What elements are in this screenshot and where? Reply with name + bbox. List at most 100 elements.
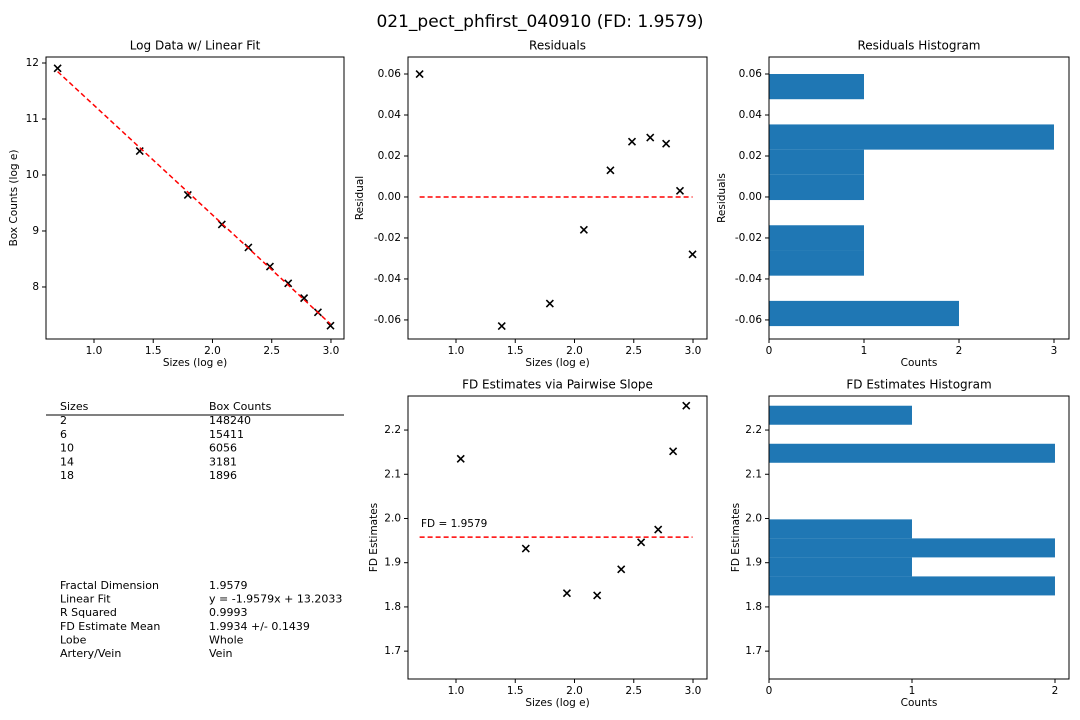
y-tick-label: 2.1 bbox=[745, 468, 762, 480]
histogram-bar bbox=[769, 174, 864, 201]
data-point bbox=[415, 69, 424, 79]
x-axis-label: Counts bbox=[901, 357, 938, 369]
plot-frame bbox=[407, 56, 708, 340]
y-tick-label: 1.8 bbox=[745, 601, 762, 613]
y-tick-label: 0.02 bbox=[378, 150, 401, 162]
summary-value: 0.9993 bbox=[209, 606, 248, 619]
y-tick-label: 0.06 bbox=[739, 68, 763, 80]
data-point bbox=[662, 139, 671, 148]
y-tick-label: 1.7 bbox=[384, 645, 401, 657]
data-point bbox=[53, 64, 62, 73]
y-tick-label: -0.06 bbox=[735, 314, 762, 326]
fit-line bbox=[57, 71, 332, 325]
data-point bbox=[497, 322, 506, 331]
data-point bbox=[606, 166, 615, 175]
summary-label: Artery/Vein bbox=[60, 647, 121, 660]
y-tick-label: 0.00 bbox=[739, 191, 762, 203]
histogram-bar bbox=[769, 225, 864, 251]
chart-title: Residuals bbox=[529, 39, 586, 53]
histogram-bar bbox=[769, 300, 959, 327]
x-tick-label: 2 bbox=[956, 345, 963, 357]
data-point bbox=[326, 321, 335, 330]
summary-label: Fractal Dimension bbox=[60, 579, 159, 592]
y-tick-label: 1.7 bbox=[745, 645, 762, 657]
histogram-bar bbox=[769, 443, 1055, 463]
data-point bbox=[579, 225, 588, 234]
annotation: FD = 1.9579 bbox=[421, 518, 487, 530]
data-point bbox=[637, 538, 646, 547]
x-tick-label: 1.5 bbox=[145, 345, 162, 357]
y-axis-label: Residuals bbox=[716, 173, 728, 223]
data-point bbox=[646, 133, 655, 142]
x-tick-label: 2 bbox=[1052, 685, 1059, 697]
y-tick-label: 2.1 bbox=[384, 468, 401, 480]
chart-title: FD Estimates via Pairwise Slope bbox=[462, 378, 653, 392]
table-cell: 15411 bbox=[209, 428, 244, 441]
plot-frame bbox=[768, 56, 1070, 340]
x-tick-label: 1.0 bbox=[86, 345, 103, 357]
data-point bbox=[627, 137, 637, 146]
y-tick-label: -0.04 bbox=[374, 273, 401, 285]
histogram-bar bbox=[769, 576, 1055, 596]
x-tick-label: 1.5 bbox=[507, 345, 524, 357]
x-tick-label: 2.0 bbox=[566, 345, 583, 357]
table-header: Sizes bbox=[60, 400, 89, 413]
y-tick-label: 9 bbox=[32, 225, 39, 237]
data-point bbox=[669, 447, 678, 456]
data-point bbox=[654, 525, 663, 534]
x-axis-label: Sizes (log e) bbox=[525, 697, 589, 709]
data-point bbox=[593, 591, 602, 600]
histogram-bar bbox=[769, 74, 864, 100]
table-cell: 18 bbox=[60, 469, 74, 482]
histogram-bar bbox=[769, 557, 912, 577]
summary-value: 1.9934 +/- 0.1439 bbox=[209, 620, 310, 633]
data-point bbox=[265, 262, 275, 271]
chart-title: Log Data w/ Linear Fit bbox=[130, 39, 261, 53]
x-tick-label: 0 bbox=[766, 345, 773, 357]
data-point bbox=[284, 279, 293, 288]
x-tick-label: 2.5 bbox=[263, 345, 280, 357]
x-tick-label: 3 bbox=[1051, 345, 1058, 357]
histogram-bar bbox=[769, 124, 1054, 150]
y-tick-label: 11 bbox=[26, 113, 39, 125]
y-tick-label: 2.0 bbox=[384, 512, 401, 524]
summary-value: 1.9579 bbox=[209, 579, 248, 592]
x-axis-label: Counts bbox=[901, 697, 938, 709]
plot-frame bbox=[768, 395, 1070, 680]
table-cell: 3181 bbox=[209, 455, 237, 468]
chart-title: FD Estimates Histogram bbox=[846, 378, 991, 392]
y-tick-label: 1.9 bbox=[384, 557, 401, 569]
y-tick-label: -0.02 bbox=[735, 232, 762, 244]
histogram-bar bbox=[769, 519, 912, 539]
figure-title: 021_pect_phfirst_040910 (FD: 1.9579) bbox=[376, 12, 703, 32]
data-point bbox=[300, 294, 309, 303]
summary-label: R Squared bbox=[60, 606, 117, 619]
y-axis-label: FD Estimates bbox=[730, 503, 742, 572]
x-tick-label: 2.0 bbox=[566, 685, 583, 697]
x-tick-label: 1.0 bbox=[448, 345, 465, 357]
table-cell: 14 bbox=[60, 455, 74, 468]
y-tick-label: 0.04 bbox=[378, 109, 402, 121]
y-tick-label: 12 bbox=[26, 57, 39, 69]
y-tick-label: 10 bbox=[26, 169, 39, 181]
plot-frame bbox=[45, 56, 345, 340]
data-point bbox=[521, 544, 530, 553]
x-tick-label: 2.5 bbox=[625, 685, 642, 697]
data-point bbox=[456, 454, 465, 463]
y-tick-label: -0.06 bbox=[374, 314, 401, 326]
data-point bbox=[562, 589, 571, 598]
y-tick-label: -0.04 bbox=[735, 273, 762, 285]
histogram-bar bbox=[769, 149, 864, 175]
y-tick-label: -0.02 bbox=[374, 232, 401, 244]
x-tick-label: 1.5 bbox=[507, 685, 524, 697]
data-point bbox=[675, 186, 685, 195]
x-tick-label: 1 bbox=[909, 685, 916, 697]
summary-label: Linear Fit bbox=[60, 593, 111, 606]
data-point bbox=[682, 401, 691, 410]
y-tick-label: 0.02 bbox=[739, 150, 762, 162]
table-cell: 10 bbox=[60, 442, 74, 455]
y-axis-label: FD Estimates bbox=[368, 503, 380, 572]
y-tick-label: 0.04 bbox=[739, 109, 763, 121]
